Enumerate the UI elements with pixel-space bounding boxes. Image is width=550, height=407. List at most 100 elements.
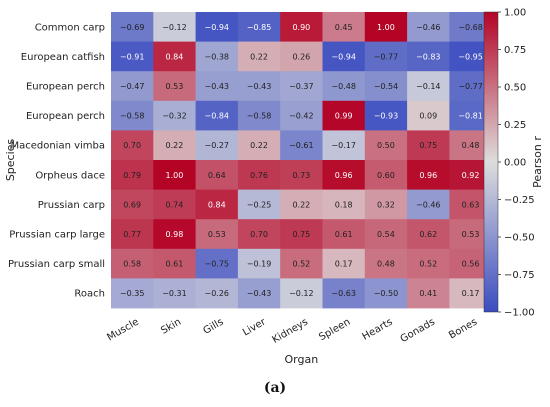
- heatmap-cell: [237, 41, 281, 72]
- heatmap-cell: [407, 12, 450, 42]
- heatmap-cell: [153, 12, 196, 42]
- heatmap-cell: [322, 100, 366, 131]
- heatmap-cell: [322, 160, 366, 190]
- heatmap-cell: [280, 130, 323, 161]
- heatmap-cell: [322, 219, 366, 250]
- cell-value-label: 0.22: [250, 52, 268, 61]
- cell-value-label: 0.56: [462, 260, 480, 269]
- cell-value-label: 0.98: [166, 230, 184, 239]
- cell-value-label: 0.45: [335, 23, 353, 32]
- cell-value-label: −0.25: [247, 200, 272, 209]
- cell-value-label: −0.12: [289, 289, 314, 298]
- cell-value-label: −0.69: [120, 23, 145, 32]
- colorbar-title: Pearson r: [531, 136, 544, 188]
- y-tick-label: Macedonian vimba: [10, 141, 105, 152]
- y-tick-label: Roach: [74, 289, 105, 300]
- heatmap-cell: [111, 41, 154, 72]
- cell-value-label: −0.38: [204, 52, 229, 61]
- heatmap-cell: [195, 41, 239, 72]
- cell-value-label: 0.60: [377, 171, 395, 180]
- cell-value-label: 0.70: [250, 230, 268, 239]
- heatmap-cell: [280, 248, 323, 279]
- cell-value-label: 0.53: [166, 82, 184, 91]
- heatmap-cell: [280, 219, 323, 250]
- heatmap-cell: [111, 278, 154, 309]
- cell-value-label: −0.81: [458, 112, 483, 121]
- heatmap-cell: [407, 130, 450, 161]
- cell-value-label: 0.62: [419, 230, 437, 239]
- heatmap-cell: [153, 219, 196, 250]
- cell-value-label: 0.92: [462, 171, 480, 180]
- colorbar-tick-label: −0.25: [504, 195, 535, 206]
- x-tick-label: Gonads: [399, 317, 437, 345]
- cell-value-label: −0.14: [416, 82, 441, 91]
- cell-value-label: −0.94: [331, 52, 356, 61]
- heatmap-cell: [111, 160, 154, 190]
- cell-value-label: −0.46: [416, 23, 441, 32]
- heatmap-cell: [237, 189, 281, 220]
- cell-value-label: −0.95: [458, 52, 483, 61]
- cell-value-label: −0.77: [374, 52, 399, 61]
- colorbar-tick-label: 0.75: [504, 45, 526, 56]
- heatmap-cell: [322, 248, 366, 279]
- heatmap-cell: [153, 160, 196, 190]
- cell-value-label: 0.17: [462, 289, 480, 298]
- heatmap-cell: [322, 71, 366, 102]
- heatmap-cell: [111, 100, 154, 131]
- heatmap-cell: [280, 71, 323, 102]
- x-tick-label: Liver: [241, 316, 269, 338]
- heatmap-cell: [407, 41, 450, 72]
- cell-value-label: 0.48: [462, 141, 480, 150]
- cell-value-label: −0.26: [204, 289, 229, 298]
- heatmap-cell: [364, 160, 408, 190]
- heatmap-cell: [237, 160, 281, 190]
- cell-value-label: 0.48: [377, 260, 395, 269]
- cell-value-label: −0.84: [204, 112, 229, 121]
- x-tick-label: Gills: [202, 317, 226, 337]
- y-tick-label: Orpheus dace: [35, 170, 105, 181]
- cell-value-label: 0.96: [419, 171, 437, 180]
- cell-value-label: 0.79: [123, 171, 141, 180]
- heatmap-cell: [237, 248, 281, 279]
- heatmap-cell: [195, 160, 239, 190]
- y-tick-label: European catfish: [21, 52, 105, 63]
- x-tick-label: Hearts: [361, 317, 395, 343]
- colorbar-ticks: 1.00 0.75 0.50 0.25 0.00 −0.25 −0.50 −0.75 −1.00: [498, 8, 535, 319]
- cell-value-label: 0.75: [292, 230, 310, 239]
- y-tick-labels: Common carp European catfish European perc…: [8, 22, 105, 299]
- cell-value-label: 0.84: [166, 52, 184, 61]
- cell-value-label: 0.77: [123, 230, 141, 239]
- heatmap-cell: [111, 130, 154, 161]
- cell-value-label: −0.43: [247, 289, 272, 298]
- heatmap-cell: [322, 41, 366, 72]
- heatmap-cell: [237, 130, 281, 161]
- cell-value-label: 0.17: [335, 260, 353, 269]
- cell-value-label: −0.17: [331, 141, 356, 150]
- heatmap-cell: [195, 248, 239, 279]
- cell-value-label: 1.00: [166, 171, 184, 180]
- heatmap-cell: [407, 160, 450, 190]
- cell-value-label: 0.90: [292, 23, 310, 32]
- heatmap-cell: [407, 278, 450, 309]
- cell-value-label: 0.74: [166, 200, 184, 209]
- heatmap-cell: [153, 100, 196, 131]
- heatmap-cell: [407, 189, 450, 220]
- cell-value-label: 0.61: [335, 230, 353, 239]
- heatmap-cell: [280, 278, 323, 309]
- cell-value-label: 1.00: [377, 23, 395, 32]
- heatmap-cell: [364, 41, 408, 72]
- x-tick-label: Kidneys: [271, 317, 311, 346]
- colorbar-tick-label: 0.50: [504, 83, 526, 94]
- colorbar-tick-label: −0.75: [504, 270, 535, 281]
- heatmap-cell: [153, 41, 196, 72]
- heatmap-cell: [153, 189, 196, 220]
- x-tick-label: Skin: [159, 317, 183, 337]
- heatmap-cell: [195, 71, 239, 102]
- cell-value-label: −0.68: [458, 23, 483, 32]
- cell-value-label: 0.22: [166, 141, 184, 150]
- colorbar-tick-label: 1.00: [504, 8, 526, 19]
- y-tick-label: European perch: [26, 82, 105, 93]
- cell-value-label: −0.43: [204, 82, 229, 91]
- heatmap-cell: [322, 12, 366, 42]
